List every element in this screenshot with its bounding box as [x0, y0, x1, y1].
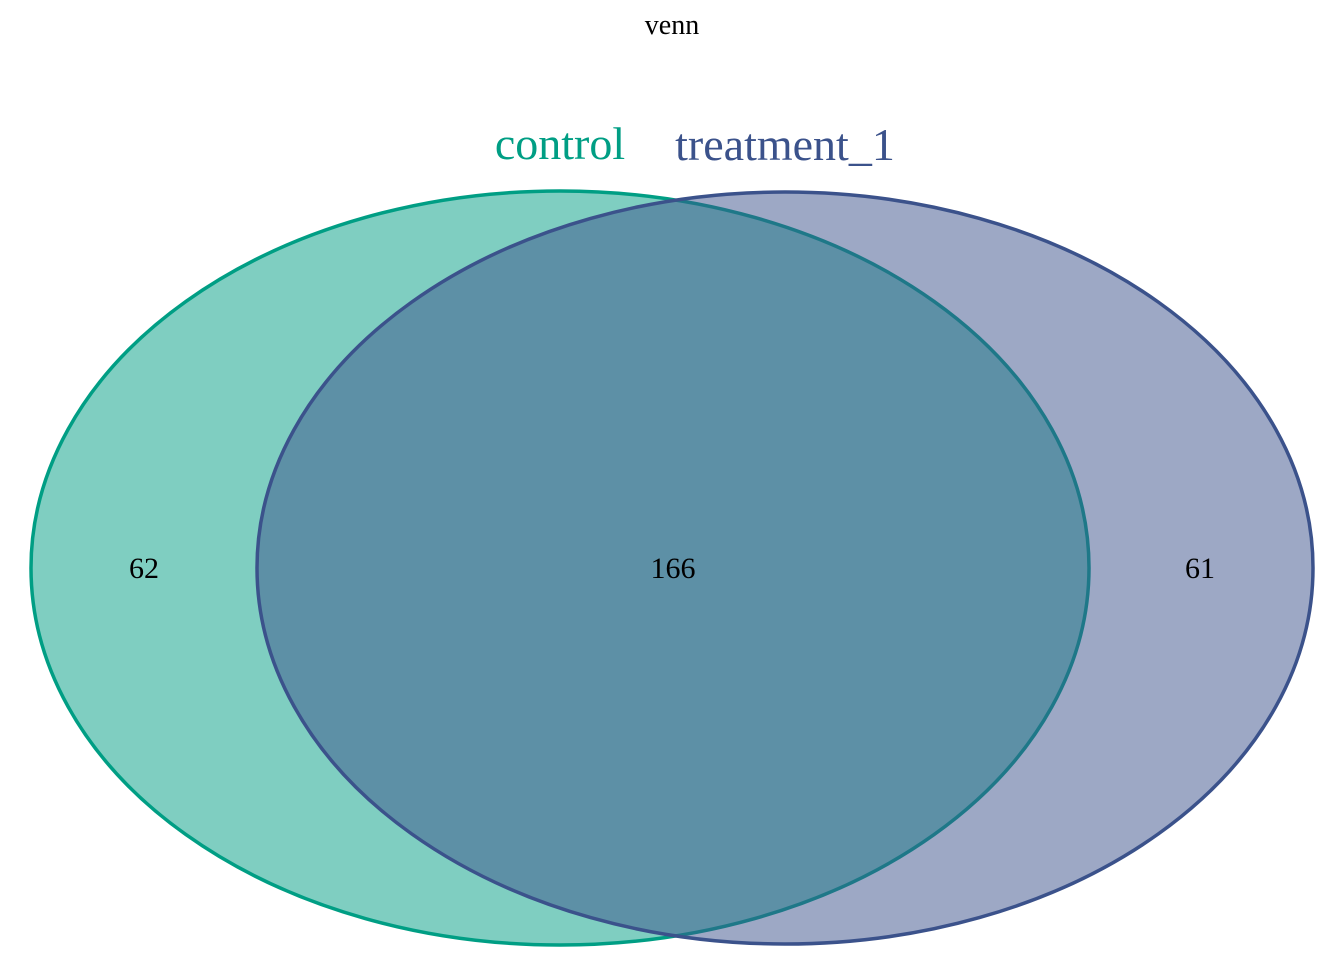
region-count-control-only: 62: [129, 552, 159, 585]
set-label-control: control: [495, 118, 625, 169]
set-ellipse-treatment-1: [255, 190, 1315, 946]
set-label-treatment-1: treatment_1: [675, 119, 895, 170]
region-count-treatment-1-only: 61: [1185, 552, 1215, 585]
region-count-intersection: 166: [651, 552, 696, 585]
diagram-title: venn: [645, 10, 699, 41]
